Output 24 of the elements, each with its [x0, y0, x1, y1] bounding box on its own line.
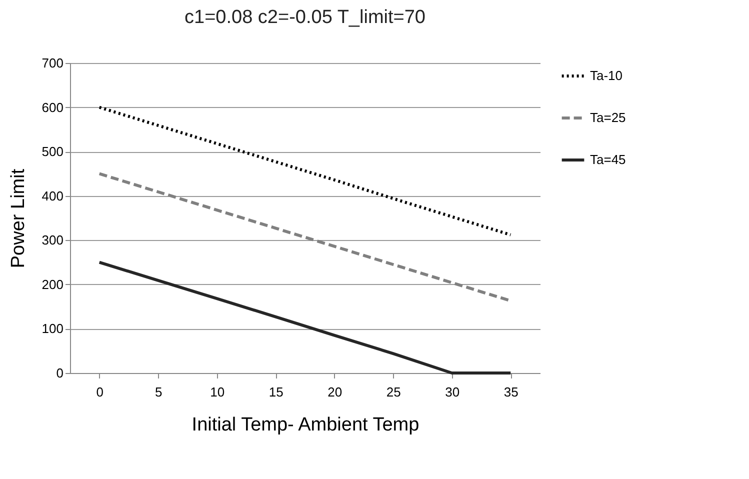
legend-label: Ta=45	[590, 152, 626, 167]
x-tick-label: 5	[155, 384, 162, 400]
y-tick-label: 300	[42, 232, 64, 248]
y-tick-label: 600	[42, 100, 64, 115]
x-tick-label: 20	[328, 384, 342, 400]
x-tick-label: 25	[386, 384, 401, 400]
legend-label: Ta=25	[590, 110, 626, 125]
x-tick-label: 0	[96, 384, 104, 400]
chart-title: c1=0.08 c2=-0.05 T_limit=70	[184, 7, 426, 28]
x-tick-label: 15	[268, 384, 284, 400]
y-tick-label: 500	[42, 144, 64, 160]
y-axis-title: Power Limit	[8, 168, 29, 268]
line-series	[98, 106, 512, 236]
y-tick-label: 700	[42, 56, 64, 70]
x-tick-label: 30	[445, 384, 460, 400]
x-tick-label: 35	[504, 384, 518, 400]
y-tick-label: 100	[42, 321, 64, 336]
x-tick-label: 10	[210, 384, 225, 400]
y-tick-label: 0	[56, 366, 64, 380]
y-tick-label: 400	[42, 188, 64, 204]
x-axis-title: Initial Temp- Ambient Temp	[192, 414, 420, 436]
y-tick-label: 200	[42, 276, 64, 292]
line-series	[98, 260, 512, 374]
legend-label: Ta-10	[590, 68, 623, 83]
